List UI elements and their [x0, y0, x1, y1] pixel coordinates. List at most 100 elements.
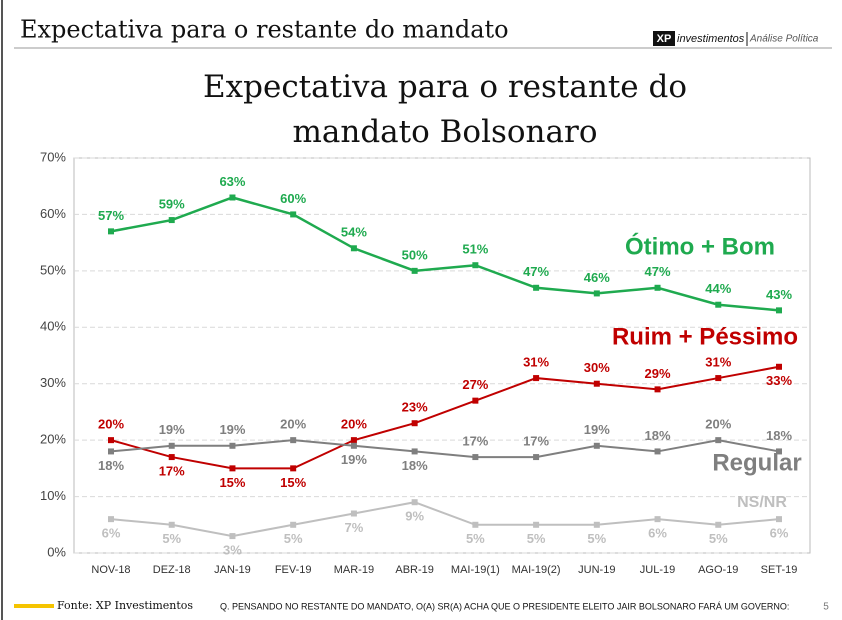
- x-tick-label: FEV-19: [275, 564, 312, 576]
- marker: [593, 442, 600, 449]
- value-label: 63%: [219, 174, 245, 189]
- y-tick-label: 70%: [40, 149, 66, 164]
- marker: [290, 211, 297, 218]
- value-label: 57%: [98, 208, 124, 223]
- value-label: 46%: [584, 270, 610, 285]
- marker: [593, 380, 600, 387]
- marker: [411, 420, 418, 427]
- y-tick-label: 60%: [40, 206, 66, 221]
- marker: [350, 245, 357, 252]
- series-line: [110, 365, 780, 470]
- value-label: 44%: [705, 281, 731, 296]
- value-label: 18%: [766, 428, 792, 443]
- marker: [168, 442, 175, 449]
- marker: [715, 521, 722, 528]
- value-label: 20%: [341, 417, 367, 432]
- marker: [350, 442, 357, 449]
- value-label: 29%: [645, 366, 671, 381]
- plot: 0% 10% 20% 30% 40% 50% 60% 70% NOV-18 DEZ-18 JAN-1…: [40, 149, 810, 576]
- footer-source: Fonte: XP Investimentos: [57, 599, 193, 612]
- x-tick-label: MAI-19(1): [451, 564, 500, 576]
- value-label: 18%: [402, 458, 428, 473]
- value-label: 15%: [280, 475, 306, 490]
- series-line: [110, 196, 780, 312]
- value-label: 23%: [402, 400, 428, 415]
- value-label: 19%: [341, 452, 367, 467]
- x-tick-label: JUN-19: [578, 564, 615, 576]
- series-line: [110, 439, 780, 459]
- value-label: 15%: [219, 475, 245, 490]
- y-tick-label: 30%: [40, 375, 66, 390]
- value-label: 19%: [159, 422, 185, 437]
- value-label: 5%: [466, 531, 485, 546]
- value-label: 50%: [402, 247, 428, 262]
- value-label: 6%: [102, 526, 121, 541]
- marker: [168, 454, 175, 461]
- x-tick-label: NOV-18: [91, 564, 130, 576]
- marker: [776, 516, 782, 523]
- value-label: 19%: [219, 422, 245, 437]
- marker: [472, 397, 479, 404]
- marker: [654, 448, 661, 455]
- x-tick-label: ABR-19: [395, 564, 434, 576]
- value-label: 6%: [770, 526, 789, 541]
- series-line: [110, 501, 780, 538]
- series-name: Regular: [712, 449, 801, 476]
- series-name: Ótimo + Bom: [625, 232, 775, 260]
- page-number: 5: [823, 602, 829, 613]
- y-tick-label: 10%: [40, 488, 66, 503]
- value-label: 47%: [645, 264, 671, 279]
- marker: [229, 194, 236, 201]
- y-tick-label: 20%: [40, 432, 66, 447]
- marker: [108, 448, 114, 455]
- value-label: 43%: [766, 287, 792, 302]
- y-tick-label: 50%: [40, 262, 66, 277]
- header-title: Expectativa para o restante do mandato: [20, 16, 509, 44]
- value-label: 30%: [584, 360, 610, 375]
- marker: [533, 454, 540, 461]
- value-label: 33%: [766, 373, 792, 388]
- marker: [533, 284, 540, 291]
- x-tick-label: SET-19: [761, 564, 798, 576]
- value-label: 18%: [645, 428, 671, 443]
- logo-brand: XP: [657, 33, 672, 45]
- marker: [776, 448, 782, 455]
- value-label: 5%: [162, 531, 181, 546]
- marker: [168, 217, 175, 224]
- value-label: 9%: [405, 509, 424, 524]
- marker: [411, 499, 418, 506]
- marker: [290, 465, 297, 472]
- marker: [350, 437, 357, 444]
- value-label: 6%: [648, 526, 667, 541]
- x-tick-label: MAI-19(2): [512, 564, 561, 576]
- value-label: 19%: [584, 422, 610, 437]
- logo-box: [653, 31, 675, 46]
- marker: [411, 267, 418, 274]
- x-tick-label: JUL-19: [640, 564, 675, 576]
- value-label: 17%: [523, 434, 549, 449]
- value-label: 3%: [223, 543, 242, 558]
- value-label: 31%: [705, 355, 731, 370]
- x-tick-label: DEZ-18: [153, 564, 191, 576]
- marker: [715, 437, 722, 444]
- value-label: 5%: [709, 531, 728, 546]
- marker: [290, 437, 297, 444]
- marker: [654, 386, 661, 393]
- value-label: 20%: [98, 417, 124, 432]
- marker: [776, 363, 782, 370]
- footer-question: Q. PENSANDO NO RESTANTE DO MANDATO, O(A)…: [220, 601, 789, 611]
- marker: [350, 510, 357, 517]
- value-label: 5%: [587, 531, 606, 546]
- marker: [168, 521, 175, 528]
- value-label: 51%: [462, 242, 488, 257]
- logo-tagline: Análise Política: [749, 34, 819, 45]
- marker: [108, 437, 114, 444]
- value-label: 54%: [341, 225, 367, 240]
- marker: [411, 448, 418, 455]
- marker: [533, 521, 540, 528]
- marker: [654, 284, 661, 291]
- value-label: 59%: [159, 197, 185, 212]
- marker: [715, 301, 722, 308]
